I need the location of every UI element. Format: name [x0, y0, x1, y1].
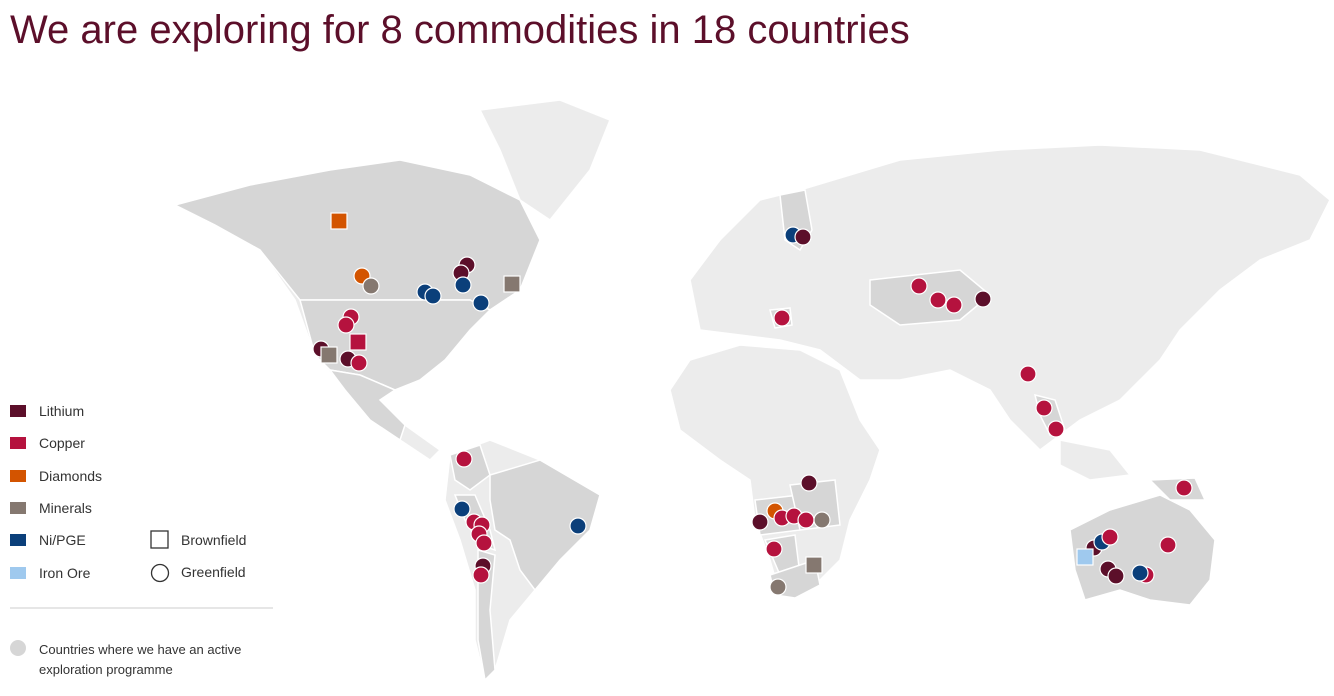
brownfield-marker: [330, 212, 348, 230]
note: Countries where we have an active explor…: [39, 642, 242, 677]
greenfield-marker: [1159, 536, 1177, 554]
greenfield-marker: [813, 511, 831, 529]
greenfield-marker: [1131, 564, 1149, 582]
greenfield-marker: [945, 296, 963, 314]
greenfield-marker: [350, 354, 368, 372]
brownfield-swatch: [150, 530, 169, 549]
greenfield-marker: [1107, 567, 1125, 585]
brownfield-marker: [503, 275, 521, 293]
legend-swatch: [10, 534, 26, 547]
greenfield-marker: [929, 291, 947, 309]
legend-label: Diamonds: [39, 467, 103, 484]
brownfield-marker: [349, 333, 367, 351]
brownfield-marker: [805, 556, 823, 574]
greenfield-marker: [1101, 528, 1119, 546]
greenfield-marker: [454, 276, 472, 294]
markers: [312, 212, 1193, 596]
greenfield-marker: [974, 290, 992, 308]
greenfield-marker: [337, 316, 355, 334]
greenfield-marker: [1035, 399, 1053, 417]
legend-swatch: [10, 437, 26, 450]
title: We are exploring for 8 commodities in 18…: [10, 8, 910, 52]
greenfield-swatch: [150, 563, 170, 583]
active-country-swatch: [10, 640, 26, 656]
greenfield-marker: [455, 450, 473, 468]
greenfield-marker: [1047, 420, 1065, 438]
greenfield-marker: [797, 511, 815, 529]
greenfield-marker: [472, 294, 490, 312]
legend-swatch: [10, 501, 26, 514]
greenfield-marker: [751, 513, 769, 531]
greenfield-marker: [910, 277, 928, 295]
legend-label: Iron Ore: [39, 564, 91, 581]
greenfield-marker: [765, 540, 783, 558]
greenfield-marker: [769, 578, 787, 596]
greenfield-marker: [569, 517, 587, 535]
greenfield-marker: [453, 500, 471, 518]
legend-label: Ni/PGE: [39, 532, 86, 549]
greenfield-marker: [800, 474, 818, 492]
legend-label: Greenfield: [181, 564, 246, 580]
legend-label: Brownfield: [181, 532, 247, 548]
legend-swatch: [10, 469, 26, 482]
greenfield-marker: [472, 566, 490, 584]
greenfield-marker: [794, 228, 812, 246]
greenfield-marker: [1175, 479, 1193, 497]
greenfield-marker: [475, 534, 493, 552]
legend-swatch: [10, 566, 26, 579]
greenfield-marker: [773, 309, 791, 327]
brownfield-marker: [320, 346, 338, 364]
greenfield-marker: [362, 277, 380, 295]
legend-label: Minerals: [39, 499, 92, 516]
greenfield-marker: [424, 287, 442, 305]
legend-label: Lithium: [39, 403, 85, 419]
legend-label: Copper: [39, 435, 85, 452]
legend-swatch: [10, 405, 26, 417]
greenfield-marker: [1019, 365, 1037, 383]
brownfield-marker: [1076, 548, 1094, 566]
